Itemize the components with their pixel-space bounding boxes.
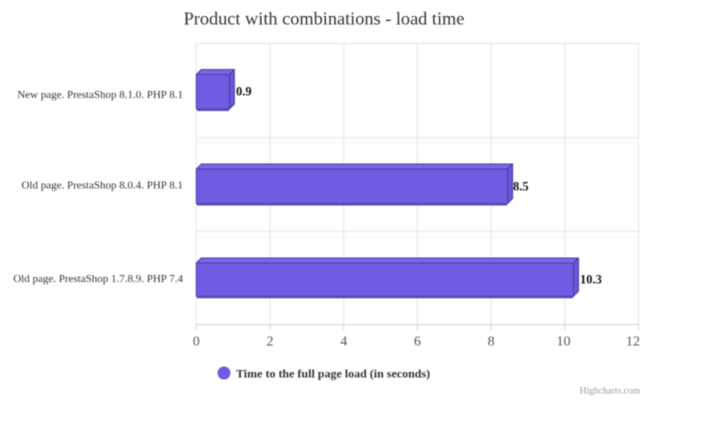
svg-text:Old page. PrestaShop 8.0.4. PH: Old page. PrestaShop 8.0.4. PHP 8.1 xyxy=(21,179,183,191)
svg-text:Product with combinations - lo: Product with combinations - load time xyxy=(184,9,465,29)
svg-text:2: 2 xyxy=(267,335,274,350)
svg-text:4: 4 xyxy=(340,335,347,350)
svg-text:Old page. PrestaShop 1.7.8.9.: Old page. PrestaShop 1.7.8.9. PHP 7.4 xyxy=(13,273,183,285)
svg-text:0.9: 0.9 xyxy=(236,84,252,98)
svg-text:Time to the full page load (in: Time to the full page load (in seconds) xyxy=(236,367,430,381)
svg-text:Highcharts.com: Highcharts.com xyxy=(580,386,641,396)
svg-text:12: 12 xyxy=(626,335,640,350)
svg-text:0: 0 xyxy=(193,335,200,350)
svg-text:10.3: 10.3 xyxy=(580,272,602,286)
svg-text:8: 8 xyxy=(488,335,495,350)
svg-text:8.5: 8.5 xyxy=(513,179,529,193)
svg-text:New page. PrestaShop 8.1.0. PH: New page. PrestaShop 8.1.0. PHP 8.1 xyxy=(17,89,183,101)
svg-text:6: 6 xyxy=(414,335,421,350)
svg-text:10: 10 xyxy=(557,335,571,350)
